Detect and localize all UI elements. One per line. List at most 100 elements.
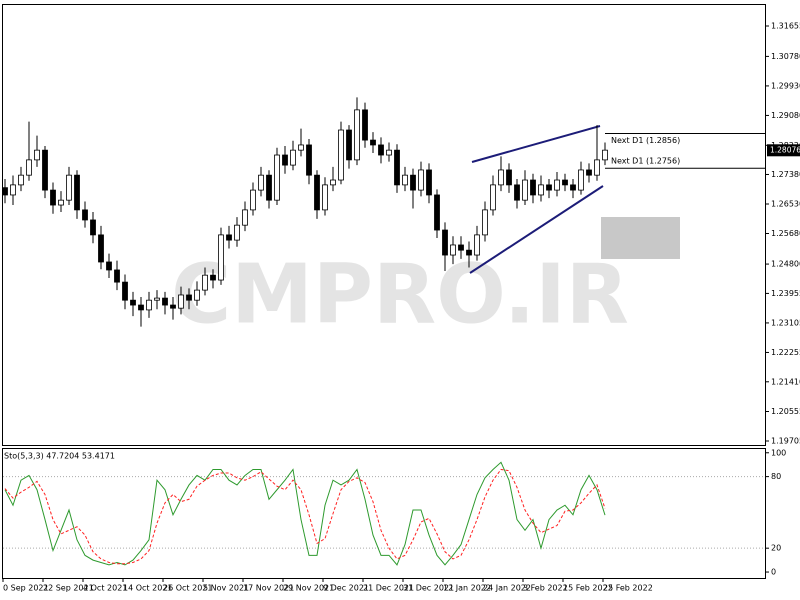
candle-body	[410, 174, 416, 191]
next-level-label: Next D1 (1.2756)	[611, 157, 680, 166]
candle-body	[130, 299, 136, 306]
candle-body	[98, 234, 104, 263]
candle-body	[426, 169, 432, 196]
candle-body	[386, 149, 392, 156]
x-tick-label: 0 Sep 2021	[3, 584, 49, 593]
candle-body	[514, 184, 520, 201]
candle-body	[482, 209, 488, 236]
main-frame	[2, 4, 766, 446]
x-tick-label: 12 Jan 2022	[443, 584, 491, 593]
candle-body	[194, 289, 200, 301]
candle-body	[434, 194, 440, 231]
candle-body	[58, 199, 64, 206]
candle-body	[162, 297, 168, 306]
candle-body	[530, 179, 536, 196]
candle-body	[506, 169, 512, 186]
candle-body	[258, 174, 264, 191]
last-price-box	[767, 144, 800, 157]
y-tick-label: 1.25680	[771, 229, 800, 238]
stoch-line	[4, 468, 606, 565]
candle-body	[178, 294, 184, 309]
candle-body	[186, 294, 192, 301]
candle-body	[266, 174, 272, 201]
candle-body	[378, 144, 384, 156]
candle-body	[458, 244, 464, 251]
y-tick-label: 1.21410	[771, 377, 800, 386]
x-tick-label: 5 Nov 2021	[203, 584, 249, 593]
candle-body	[154, 297, 160, 301]
candle-body	[210, 274, 216, 281]
y-tick-label: 1.29080	[771, 111, 800, 120]
y-tick-label: 80	[771, 472, 781, 481]
candle-body	[522, 179, 528, 201]
candle-body	[602, 149, 608, 161]
candle-body	[250, 189, 256, 211]
candle-body	[490, 184, 496, 211]
y-tick-label: 1.20555	[771, 407, 800, 416]
sub-frame	[2, 448, 766, 579]
candle-body	[42, 149, 48, 191]
candle-body	[450, 244, 456, 256]
candle-body	[402, 174, 408, 186]
channel-lower	[469, 185, 604, 274]
candle-body	[234, 224, 240, 241]
candle-body	[298, 144, 304, 151]
x-tick-label: 22 Sep 2021	[43, 584, 94, 593]
candle-body	[474, 234, 480, 256]
candle-body	[546, 184, 552, 191]
x-tick-label: 24 Jan 2022	[483, 584, 531, 593]
last-price-label: 1.28076	[770, 145, 800, 154]
candle-body	[114, 269, 120, 283]
y-tick-label: 1.27380	[771, 170, 800, 179]
candle-body	[10, 184, 16, 196]
y-tick-label: 0	[771, 568, 776, 577]
candle-body	[362, 109, 368, 141]
y-tick-label: 1.22255	[771, 348, 800, 357]
candle-body	[122, 281, 128, 301]
candle-body	[18, 174, 24, 186]
candle-body	[354, 109, 360, 161]
y-tick-label: 1.30780	[771, 52, 800, 61]
x-tick-label: 15 Feb 2022	[563, 584, 613, 593]
candle-body	[586, 169, 592, 176]
x-tick-label: 25 Feb 2022	[603, 584, 653, 593]
candle-body	[538, 184, 544, 196]
candle-body	[330, 179, 336, 186]
candle-body	[306, 144, 312, 176]
x-tick-label: 3 Feb 2022	[523, 584, 568, 593]
candle-body	[66, 174, 72, 201]
candle-body	[202, 274, 208, 291]
candle-body	[594, 159, 600, 176]
y-tick-label: 1.29930	[771, 81, 800, 90]
candle-body	[2, 187, 8, 196]
x-tick-label: 14 Oct 2021	[123, 584, 172, 593]
candle-body	[370, 139, 376, 146]
highlight-box	[601, 217, 680, 259]
candle-body	[50, 189, 56, 206]
indicator-title: Sto(5,3,3) 47.7204 53.4171	[4, 452, 115, 461]
x-tick-label: 29 Nov 2021	[283, 584, 334, 593]
y-tick-label: 100	[771, 448, 786, 457]
candle-body	[170, 304, 176, 309]
y-tick-label: 1.24800	[771, 260, 800, 269]
y-tick-label: 20	[771, 544, 781, 553]
y-tick-label: 1.26530	[771, 199, 800, 208]
stoch-line	[4, 461, 606, 566]
candle-body	[34, 149, 40, 161]
x-tick-label: 26 Oct 2021	[163, 584, 212, 593]
x-tick-label: 4 Oct 2021	[83, 584, 127, 593]
candle-body	[146, 299, 152, 311]
candle-body	[242, 209, 248, 226]
x-tick-label: 17 Nov 2021	[243, 584, 294, 593]
y-tick-label: 1.31655	[771, 22, 800, 31]
candle-body	[106, 261, 112, 271]
candle-body	[90, 219, 96, 236]
candle-body	[346, 129, 352, 161]
candle-body	[26, 159, 32, 176]
x-tick-label: 9 Dec 2021	[323, 584, 369, 593]
x-tick-label: 21 Dec 2021	[363, 584, 414, 593]
candle-body	[282, 154, 288, 166]
candle-body	[322, 184, 328, 211]
watermark: CMPRO.IR	[171, 247, 629, 342]
